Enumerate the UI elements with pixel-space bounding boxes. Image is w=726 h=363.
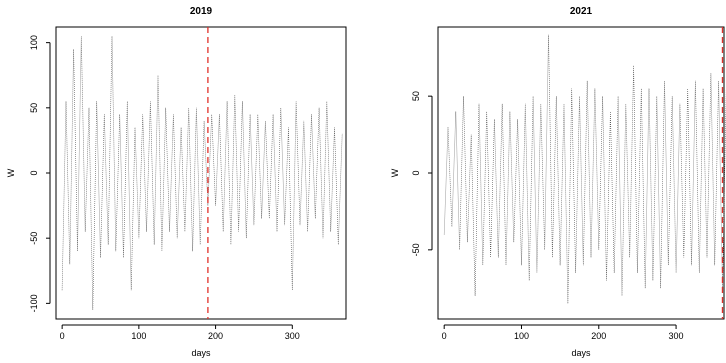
x-axis-label: days: [571, 348, 591, 358]
panel-2021: 2021 W days 0 100 200 300 -50 0 50: [390, 6, 726, 358]
y-tick-label: 0: [411, 170, 421, 175]
series-line: [62, 36, 342, 310]
x-axis-label: days: [191, 348, 211, 358]
y-tick-label: 100: [29, 35, 39, 50]
y-tick-label: 0: [29, 170, 39, 175]
y-axis-label: W: [6, 168, 16, 177]
y-tick-label: 50: [411, 91, 421, 101]
y-axis-label: W: [390, 168, 400, 177]
x-tick-label: 200: [208, 331, 223, 341]
y-tick-label: 50: [29, 103, 39, 113]
chart-title: 2019: [190, 6, 213, 17]
chart-title: 2021: [570, 6, 593, 17]
x-tick-label: 0: [442, 331, 447, 341]
x-tick-label: 100: [131, 331, 146, 341]
x-tick-label: 200: [591, 331, 606, 341]
series-line: [444, 35, 726, 304]
x-tick-label: 0: [60, 331, 65, 341]
marks-2019: 0 100 200 300 -100 -50 0 50 100: [29, 27, 342, 341]
plot-frame: [56, 27, 346, 319]
y-tick-label: -50: [411, 243, 421, 256]
panel-2019: 2019 W days 0 100 200 300 -100 -50 0 50 100: [6, 6, 346, 358]
y-tick-label: -50: [29, 232, 39, 245]
marks-2021: 0 100 200 300 -50 0 50: [411, 27, 726, 341]
x-tick-label: 300: [285, 331, 300, 341]
y-tick-label: -100: [29, 294, 39, 312]
x-tick-label: 300: [669, 331, 684, 341]
x-tick-label: 100: [514, 331, 529, 341]
